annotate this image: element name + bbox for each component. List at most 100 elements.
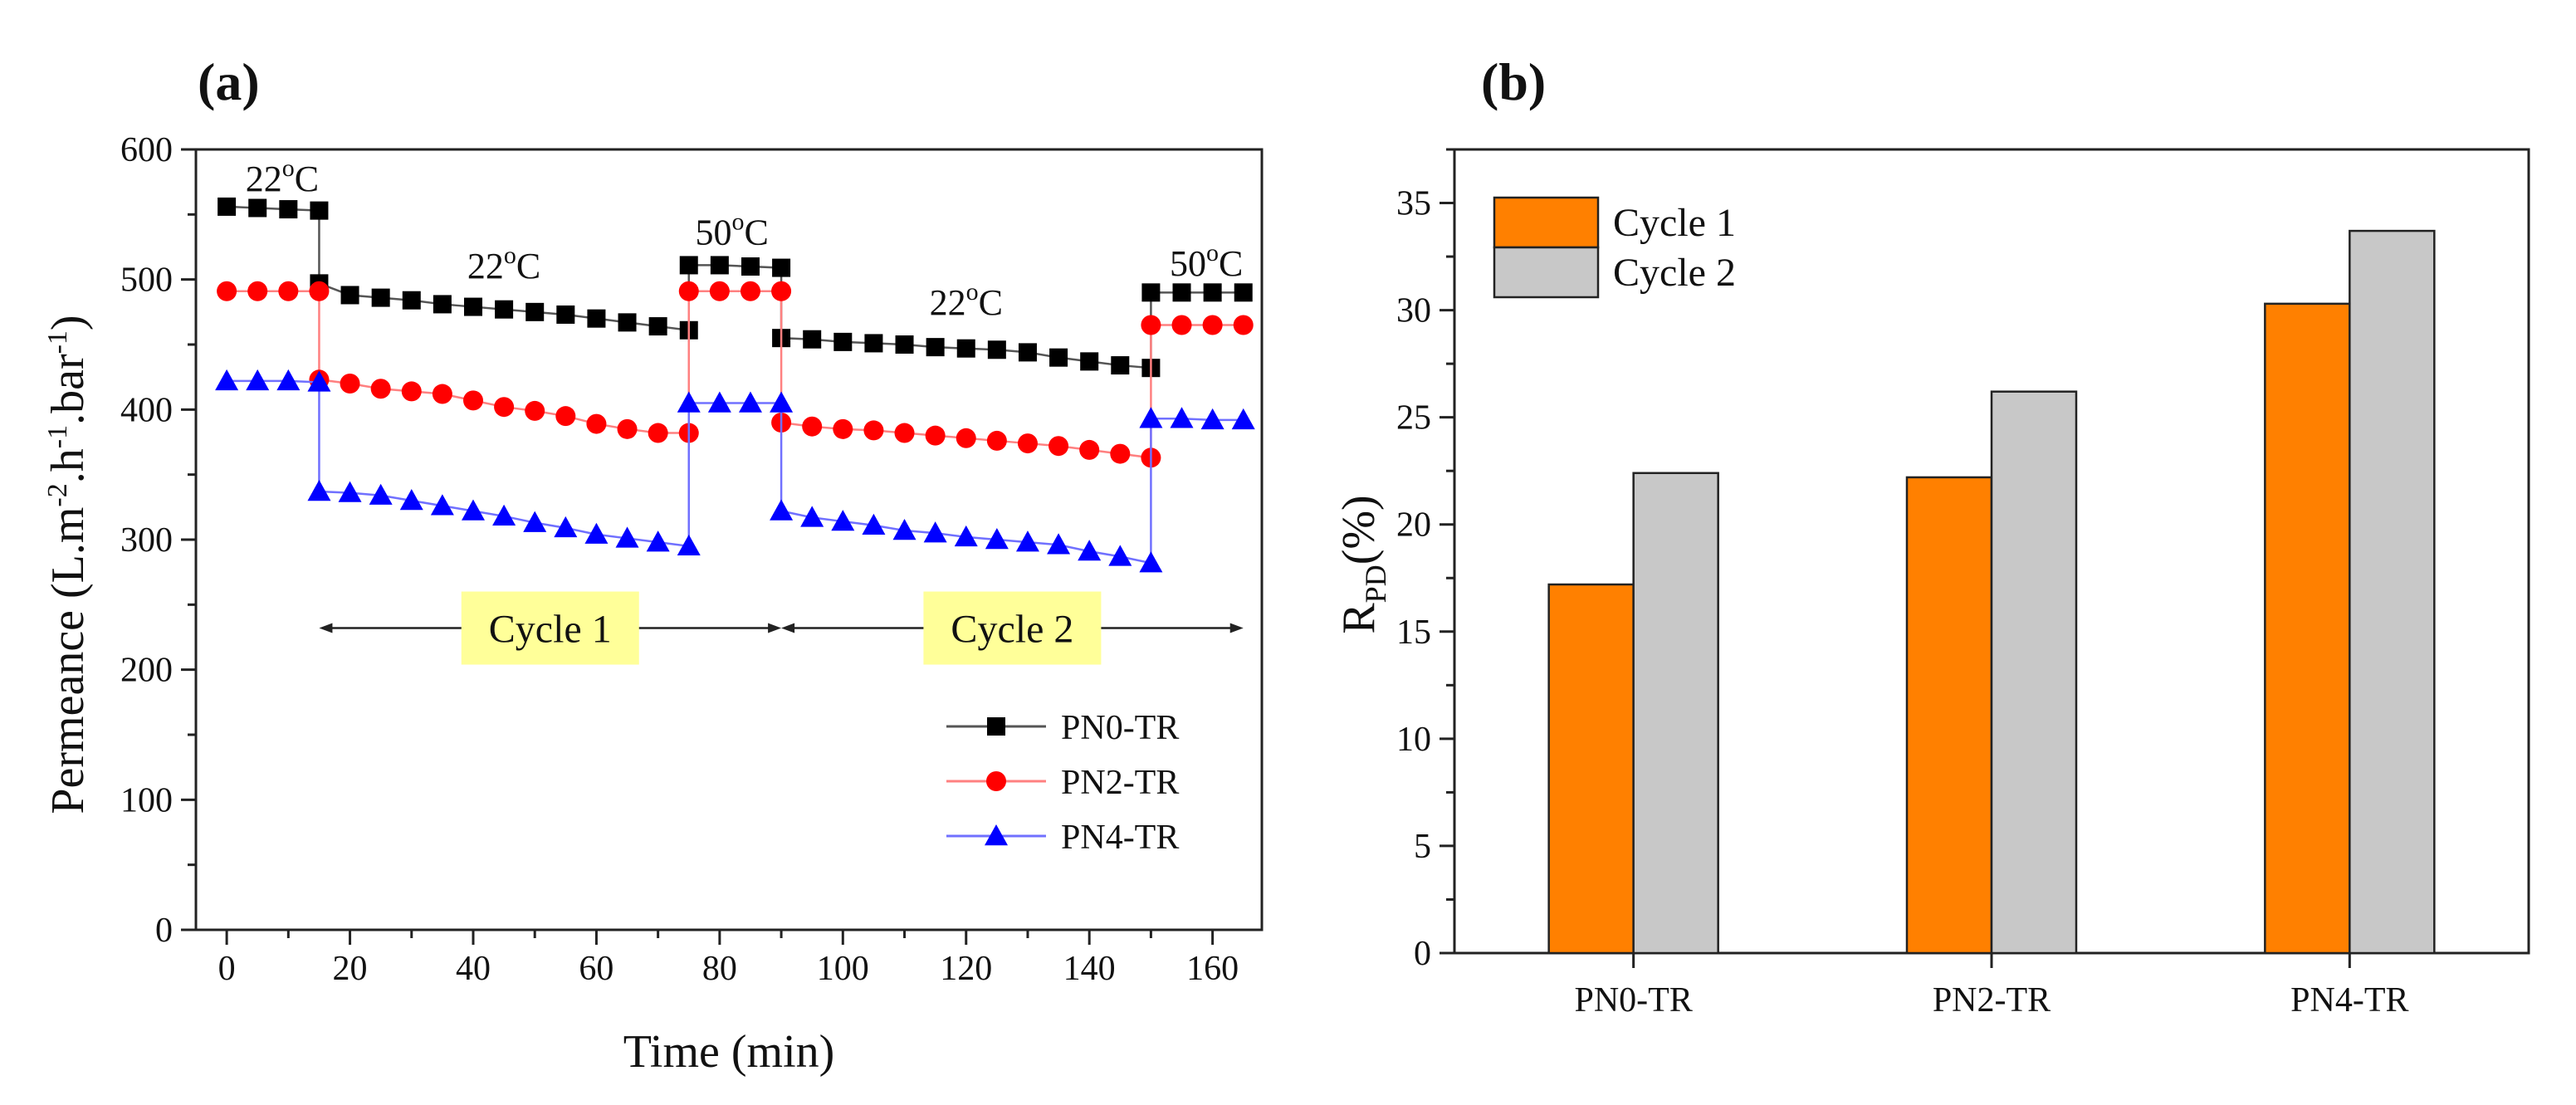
data-point xyxy=(310,201,329,220)
annotation-value: 22 xyxy=(246,159,282,199)
x-tick-label: 20 xyxy=(333,950,368,988)
data-point xyxy=(646,530,670,552)
legend-marker xyxy=(986,771,1006,791)
panel-a-x-axis-title: Time (min) xyxy=(623,1026,835,1078)
data-point xyxy=(862,513,886,535)
series-line xyxy=(227,290,1244,459)
bar-cycle-2 xyxy=(2349,229,2436,955)
panel-b-bars xyxy=(1547,229,2436,955)
data-point xyxy=(1079,439,1100,460)
data-point xyxy=(803,330,822,349)
data-point xyxy=(215,369,239,391)
annotation-value: 50 xyxy=(696,212,732,252)
legend-marker xyxy=(985,824,1008,846)
data-point xyxy=(738,391,762,413)
annotation-degree: o xyxy=(282,154,295,182)
data-point xyxy=(432,384,452,404)
annotation-unit: C xyxy=(295,159,319,199)
data-point xyxy=(956,339,975,358)
y-tick-label: 5 xyxy=(1414,828,1431,866)
data-point xyxy=(985,528,1009,550)
legend-label: Cycle 1 xyxy=(1613,201,1736,245)
y-tick-label: 0 xyxy=(1414,935,1431,973)
data-point xyxy=(894,423,915,443)
temperature-annotation: 22oC xyxy=(930,278,1003,323)
legend-marker xyxy=(987,717,1005,736)
data-point xyxy=(307,480,331,501)
data-point xyxy=(1171,315,1192,335)
legend-entry-pn4-tr: PN4-TR xyxy=(946,819,1179,857)
data-point xyxy=(554,516,578,538)
annotation-degree: o xyxy=(1206,239,1219,266)
panel-a-label: (a) xyxy=(198,52,260,111)
data-point xyxy=(1111,356,1130,375)
temperature-annotation: 50oC xyxy=(696,208,769,252)
data-point xyxy=(525,302,545,321)
panel-b-bar-chart: (b) 0 5 10 15 20 25 30 35 PN0-TR PN2-TR PN4-TR Cyc… xyxy=(1333,52,2530,1019)
annotation-value: 22 xyxy=(930,282,966,323)
data-point xyxy=(492,504,516,526)
cycle-arrowhead-left xyxy=(319,623,333,633)
data-point xyxy=(740,281,760,301)
data-point xyxy=(648,317,667,336)
annotation-value: 22 xyxy=(467,246,504,286)
y-tick-label: 10 xyxy=(1396,721,1431,759)
data-point xyxy=(399,489,423,511)
data-point xyxy=(433,295,452,314)
data-point xyxy=(925,425,946,446)
y-tick-label: 20 xyxy=(1396,506,1431,545)
y-tick-label: 200 xyxy=(120,652,173,690)
data-point xyxy=(802,416,823,437)
data-point xyxy=(770,391,794,413)
panel-a-cycles: Cycle 1 Cycle 2 xyxy=(319,591,1244,665)
cycle-label: Cycle 1 xyxy=(489,608,612,652)
data-point xyxy=(494,397,515,418)
annotation-unit: C xyxy=(745,212,769,252)
data-point xyxy=(1203,283,1222,302)
data-point xyxy=(1233,315,1254,335)
panel-a-y-axis-title: Permeance (L.m-2.h-1.bar-1) xyxy=(42,315,94,814)
annotation-unit: C xyxy=(1219,243,1243,284)
data-point xyxy=(892,519,917,540)
data-point xyxy=(800,506,824,527)
data-point xyxy=(555,406,576,427)
data-point xyxy=(863,420,884,441)
annotation-unit: C xyxy=(516,246,540,286)
data-point xyxy=(307,370,331,392)
data-point xyxy=(279,200,298,219)
panel-a-legend: PN0-TR PN2-TR PN4-TR xyxy=(946,709,1179,857)
x-tick-label: 100 xyxy=(817,950,869,988)
data-point xyxy=(831,510,855,531)
legend-label: Cycle 2 xyxy=(1613,251,1736,295)
data-point xyxy=(523,511,547,532)
data-point xyxy=(1202,315,1223,335)
bar-cycle-1 xyxy=(2264,302,2351,955)
data-point xyxy=(615,526,639,548)
y-tick-label: 300 xyxy=(120,521,173,560)
series-pn4-tr xyxy=(215,369,1255,573)
cycle-arrowhead-right xyxy=(768,623,782,633)
x-tick-label: 160 xyxy=(1186,950,1239,988)
x-tick-label: 40 xyxy=(456,950,491,988)
temperature-annotation: 22oC xyxy=(467,242,540,286)
data-point xyxy=(462,390,483,411)
data-point xyxy=(1080,352,1099,371)
annotation-degree: o xyxy=(504,242,516,269)
data-point xyxy=(833,418,853,439)
legend-swatch xyxy=(1493,246,1600,299)
y-tick-label: 15 xyxy=(1396,614,1431,652)
data-point xyxy=(986,430,1007,451)
data-point xyxy=(741,257,760,276)
panel-a-line-chart: (a) 0 20 40 60 80 100 120 140 160 0 100 200 300 400 50… xyxy=(42,52,1264,1078)
data-point xyxy=(710,256,729,275)
data-point xyxy=(772,258,791,277)
data-point xyxy=(1141,283,1161,302)
temperature-annotation: 50oC xyxy=(1170,239,1243,284)
legend-label: PN0-TR xyxy=(1061,709,1179,747)
data-point xyxy=(461,499,485,521)
temperature-annotation: 22oC xyxy=(246,154,319,199)
data-point xyxy=(556,305,575,324)
data-point xyxy=(278,281,299,301)
cycle-arrowhead-left xyxy=(781,623,795,633)
